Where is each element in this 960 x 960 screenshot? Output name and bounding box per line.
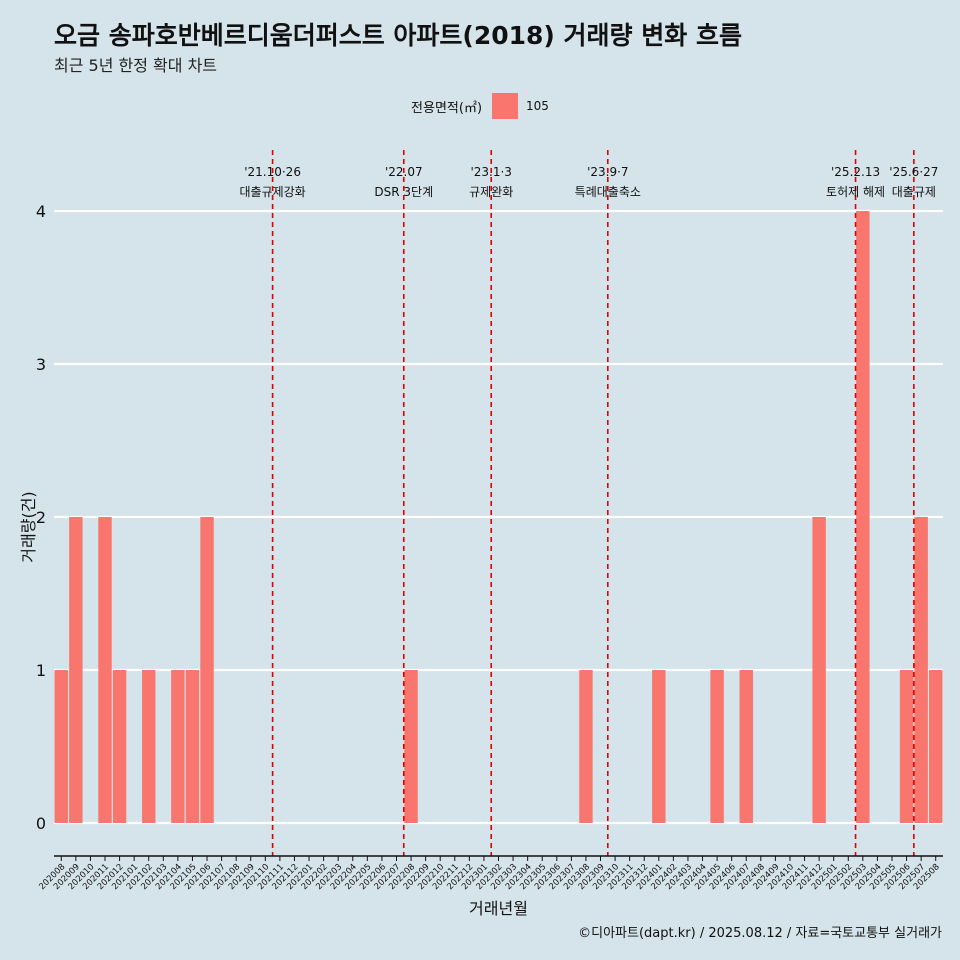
y-tick-label: 0 bbox=[36, 814, 46, 833]
y-tick-label: 1 bbox=[36, 661, 46, 680]
bar bbox=[404, 670, 418, 823]
event-date: '22.07 bbox=[385, 165, 423, 179]
x-axis-title: 거래년월 bbox=[469, 899, 528, 918]
event-label: 규제완화 bbox=[469, 185, 513, 199]
y-tick-label: 3 bbox=[36, 355, 46, 374]
event-label: 토허제 해제 bbox=[826, 185, 885, 199]
event-label: 대출규제 bbox=[892, 185, 936, 199]
bar bbox=[171, 670, 185, 823]
bar bbox=[200, 517, 214, 823]
bar bbox=[579, 670, 593, 823]
bar bbox=[710, 670, 724, 823]
bar bbox=[54, 670, 68, 823]
bar bbox=[929, 670, 943, 823]
y-tick-label: 4 bbox=[36, 202, 46, 221]
bar bbox=[185, 670, 200, 823]
event-date: '21.10·26 bbox=[244, 165, 301, 179]
legend: 전용면적(㎡) 105 bbox=[0, 93, 960, 119]
bar bbox=[652, 670, 666, 823]
event-label: DSR 3단계 bbox=[374, 185, 433, 199]
chart-title: 오금 송파호반베르디움더퍼스트 아파트(2018) 거래량 변화 흐름 bbox=[54, 21, 742, 50]
legend-color-key bbox=[492, 93, 519, 119]
event-date: '25.6·27 bbox=[889, 165, 938, 179]
bar bbox=[112, 670, 127, 823]
legend-label: 105 bbox=[526, 99, 549, 113]
source-caption: ©디아파트(dapt.kr) / 2025.08.12 / 자료=국토교통부 실… bbox=[578, 926, 942, 941]
bar bbox=[899, 670, 914, 823]
event-date: '23.1·3 bbox=[470, 165, 511, 179]
bar bbox=[739, 670, 753, 823]
chart-subtitle: 최근 5년 한정 확대 차트 bbox=[54, 56, 218, 75]
y-axis-title: 거래량(건) bbox=[19, 491, 38, 562]
bar bbox=[69, 517, 83, 823]
y-tick-label: 2 bbox=[36, 508, 46, 527]
bar bbox=[812, 517, 826, 823]
event-date: '25.2.13 bbox=[831, 165, 880, 179]
bar bbox=[914, 517, 928, 823]
event-label: 대출규제강화 bbox=[239, 185, 305, 199]
event-date: '23.9·7 bbox=[587, 165, 628, 179]
event-label: 특례대출축소 bbox=[575, 185, 641, 199]
bar bbox=[856, 211, 870, 823]
legend-title: 전용면적(㎡) bbox=[411, 100, 483, 116]
bar bbox=[142, 670, 156, 823]
bar bbox=[98, 517, 112, 823]
